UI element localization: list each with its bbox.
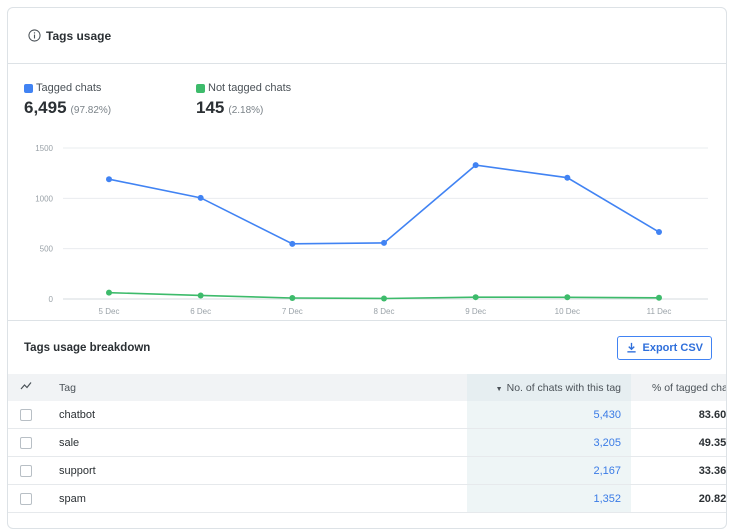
table-header-row: Tag ▼ No. of chats with this tag % of tag… (8, 374, 726, 401)
not-tagged-legend-label: Not tagged chats (208, 82, 292, 94)
data-point-not-tagged-chats (564, 294, 571, 301)
data-point-tagged-chats (289, 240, 296, 247)
not-tagged-legend-swatch (196, 83, 205, 93)
percent-column-header[interactable]: % of tagged chats (631, 374, 726, 401)
percent-cell: 33.36% (631, 456, 726, 485)
x-tick-label: 7 Dec (282, 307, 303, 316)
tags-usage-card: Tags usage Tagged chats 6,495 (97.82%) N… (7, 7, 727, 529)
tag-cell: support (43, 456, 467, 485)
not-tagged-percent: (2.18%) (228, 105, 264, 116)
page-title: Tags usage (46, 28, 112, 43)
tagged-legend-label: Tagged chats (36, 82, 102, 94)
table-row[interactable]: support 2,167 33.36% (8, 456, 726, 485)
tag-cell: sale (43, 428, 467, 457)
y-tick-label: 1000 (35, 194, 53, 203)
count-cell[interactable]: 3,205 (467, 428, 631, 457)
y-tick-label: 1500 (35, 144, 53, 153)
y-tick-label: 0 (49, 295, 54, 304)
data-point-not-tagged-chats (289, 294, 296, 301)
y-tick-label: 500 (40, 245, 54, 254)
data-point-tagged-chats (472, 162, 479, 169)
tag-cell: chatbot (43, 401, 467, 429)
not-tagged-value: 145 (196, 98, 225, 117)
percent-cell: 49.35% (631, 428, 726, 457)
x-tick-label: 6 Dec (190, 307, 211, 316)
table-row[interactable]: spam 1,352 20.82% (8, 484, 726, 513)
row-checkbox[interactable] (19, 408, 32, 421)
tagged-percent: (97.82%) (70, 105, 112, 116)
data-point-tagged-chats (656, 229, 662, 236)
data-point-not-tagged-chats (656, 294, 662, 301)
breakdown-section: Tags usage breakdown Export CSV Tag (8, 320, 726, 513)
x-tick-label: 11 Dec (647, 307, 672, 316)
data-point-not-tagged-chats (472, 294, 479, 301)
count-column-header[interactable]: ▼ No. of chats with this tag (467, 374, 631, 401)
download-icon (627, 342, 637, 353)
tags-table: Tag ▼ No. of chats with this tag % of tag… (8, 374, 726, 513)
series-line-tagged-chats (108, 164, 660, 245)
tagged-legend-swatch (24, 83, 33, 93)
sort-desc-icon: ▼ (495, 385, 503, 393)
count-cell[interactable]: 2,167 (467, 456, 631, 485)
count-cell[interactable]: 5,430 (467, 401, 631, 429)
count-column-label: No. of chats with this tag (506, 381, 621, 394)
row-checkbox[interactable] (19, 464, 32, 477)
table-row[interactable]: chatbot 5,430 83.60% (8, 401, 726, 429)
breakdown-title: Tags usage breakdown (24, 341, 151, 354)
data-point-tagged-chats (106, 176, 112, 183)
count-cell[interactable]: 1,352 (467, 484, 631, 513)
x-tick-label: 5 Dec (99, 307, 120, 316)
trend-icon (20, 382, 31, 390)
card-header: Tags usage (8, 8, 726, 64)
trend-column-header[interactable] (8, 374, 43, 401)
tag-column-header[interactable]: Tag (43, 374, 467, 401)
export-csv-button[interactable]: Export CSV (617, 335, 712, 360)
summary-tagged: Tagged chats 6,495 (97.82%) (24, 82, 196, 118)
summary: Tagged chats 6,495 (97.82%) Not tagged c… (24, 82, 368, 118)
data-point-not-tagged-chats (197, 292, 204, 299)
export-csv-label: Export CSV (642, 341, 703, 354)
data-point-not-tagged-chats (106, 289, 112, 296)
tag-cell: spam (43, 484, 467, 513)
percent-cell: 20.82% (631, 484, 726, 513)
data-point-tagged-chats (564, 174, 571, 181)
data-point-tagged-chats (381, 239, 387, 246)
summary-not-tagged: Not tagged chats 145 (2.18%) (196, 82, 368, 118)
row-checkbox[interactable] (19, 492, 32, 505)
x-tick-label: 10 Dec (555, 307, 580, 316)
table-row[interactable]: sale 3,205 49.35% (8, 428, 726, 457)
data-point-tagged-chats (197, 194, 204, 201)
percent-cell: 83.60% (631, 401, 726, 429)
row-checkbox[interactable] (19, 436, 32, 449)
data-point-not-tagged-chats (381, 295, 387, 302)
x-tick-label: 9 Dec (465, 307, 486, 316)
x-tick-label: 8 Dec (374, 307, 395, 316)
info-icon[interactable] (28, 29, 41, 42)
tagged-value: 6,495 (24, 98, 67, 117)
line-chart: 0 500 1000 1500 5 Dec 6 Dec 7 Dec 8 Dec 9 Dec 10 … (35, 144, 708, 316)
